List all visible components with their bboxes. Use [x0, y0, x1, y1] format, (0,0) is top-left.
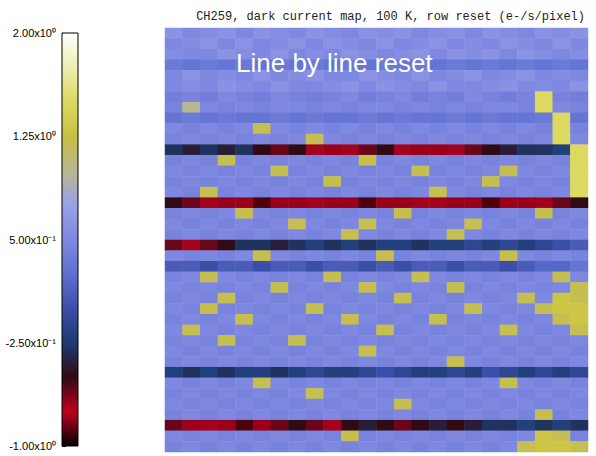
- svg-text:Line by line reset: Line by line reset: [236, 48, 433, 78]
- svg-text:2.00x10⁰: 2.00x10⁰: [13, 27, 56, 39]
- svg-text:5.00x10⁻¹: 5.00x10⁻¹: [9, 234, 56, 246]
- svg-text:-2.50x10⁻¹: -2.50x10⁻¹: [6, 337, 57, 349]
- svg-text:1.25x10⁰: 1.25x10⁰: [13, 130, 56, 142]
- svg-text:-1.00x10⁰: -1.00x10⁰: [9, 440, 56, 452]
- svg-text:CH259, dark current map, 100 K: CH259, dark current map, 100 K, row rese…: [196, 10, 585, 24]
